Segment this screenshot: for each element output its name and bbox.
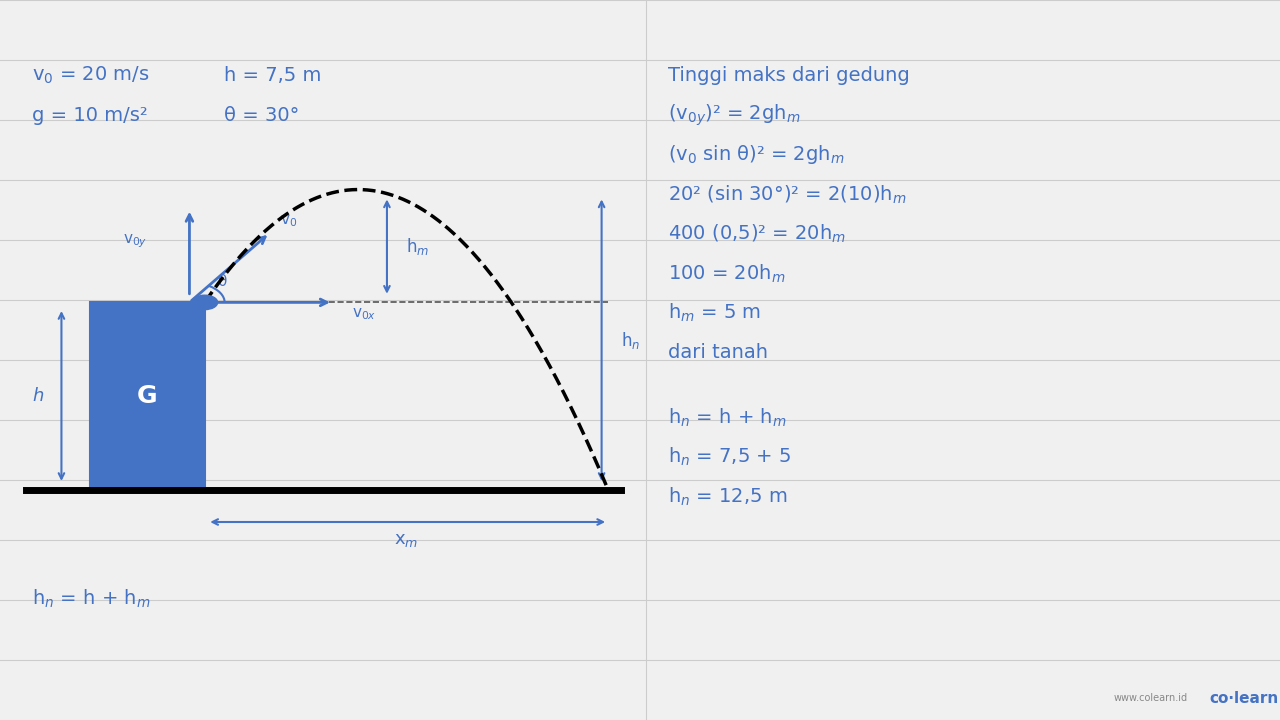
Text: co·learn: co·learn [1210, 691, 1279, 706]
Text: G: G [137, 384, 157, 408]
Text: dari tanah: dari tanah [668, 343, 768, 362]
Text: h$_n$: h$_n$ [621, 330, 640, 351]
Text: Tinggi maks dari gedung: Tinggi maks dari gedung [668, 66, 910, 85]
Text: (v$_{0y}$)² = 2gh$_m$: (v$_{0y}$)² = 2gh$_m$ [668, 102, 801, 128]
Text: h$_m$: h$_m$ [406, 236, 429, 257]
Text: v$_0$: v$_0$ [280, 214, 297, 230]
Text: h$_m$ = 5 m: h$_m$ = 5 m [668, 302, 762, 324]
Text: v$_0$ = 20 m/s: v$_0$ = 20 m/s [32, 65, 150, 86]
Text: h$_n$ = h + h$_m$: h$_n$ = h + h$_m$ [668, 407, 787, 428]
Text: h$_n$ = h + h$_m$: h$_n$ = h + h$_m$ [32, 588, 151, 610]
Text: v$_{0x}$: v$_{0x}$ [352, 306, 376, 322]
Text: h$_n$ = 7,5 + 5: h$_n$ = 7,5 + 5 [668, 446, 791, 468]
Text: θ: θ [218, 274, 227, 289]
Text: g = 10 m/s²: g = 10 m/s² [32, 106, 147, 125]
Bar [90, 302, 205, 490]
Text: 20² (sin 30°)² = 2(10)h$_m$: 20² (sin 30°)² = 2(10)h$_m$ [668, 184, 906, 205]
Text: h$_n$ = 12,5 m: h$_n$ = 12,5 m [668, 486, 787, 508]
Text: x$_m$: x$_m$ [394, 531, 419, 549]
Text: 400 (0,5)² = 20h$_m$: 400 (0,5)² = 20h$_m$ [668, 223, 846, 245]
Text: www.colearn.id: www.colearn.id [1114, 693, 1188, 703]
Text: v$_{0y}$: v$_{0y}$ [123, 233, 147, 251]
Text: (v$_0$ sin θ)² = 2gh$_m$: (v$_0$ sin θ)² = 2gh$_m$ [668, 143, 845, 166]
Text: 100 = 20h$_m$: 100 = 20h$_m$ [668, 263, 786, 284]
Text: h = 7,5 m: h = 7,5 m [224, 66, 321, 85]
Text: θ = 30°: θ = 30° [224, 106, 300, 125]
Text: h: h [33, 387, 44, 405]
Circle shape [192, 295, 218, 310]
